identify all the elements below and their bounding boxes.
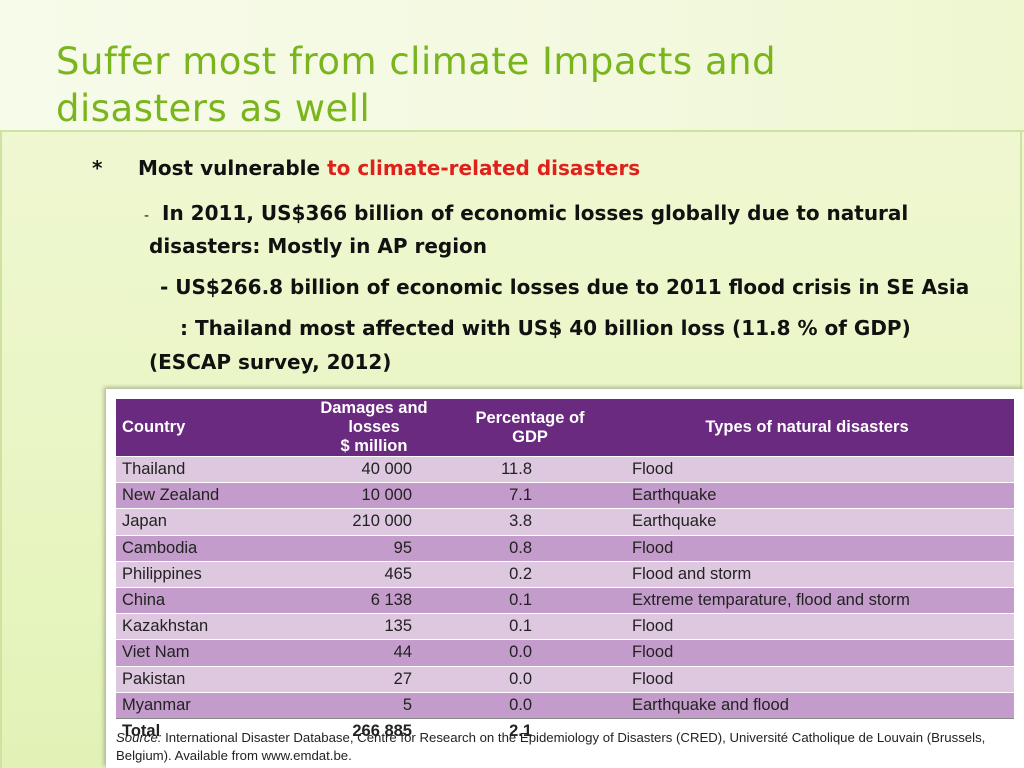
- table-row: Kazakhstan 135 0.1 Flood: [116, 613, 1014, 640]
- cell-damages: 210 000: [288, 508, 460, 536]
- sub-bullet-1-dash: -: [144, 208, 150, 224]
- cell-country: Kazakhstan: [116, 613, 288, 640]
- cell-country: Thailand: [116, 455, 288, 483]
- cell-country: Myanmar: [116, 691, 288, 719]
- cell-types: Earthquake: [600, 508, 1014, 536]
- sub-bullet-3-line1: : Thailand most affected with US$ 40 bil…: [180, 316, 911, 340]
- table-row: Thailand 40 000 11.8 Flood: [116, 455, 1014, 483]
- cell-damages: 27: [288, 665, 460, 693]
- cell-damages: 95: [288, 534, 460, 562]
- table-row: Pakistan 27 0.0 Flood: [116, 665, 1014, 693]
- cell-types: Flood and storm: [600, 560, 1014, 588]
- table-header-row: Country Damages and losses $ million Per…: [116, 399, 1014, 457]
- sub-bullet-1-line2: disasters: Mostly in AP region: [149, 234, 488, 258]
- sub-bullet-3-line2: (ESCAP survey, 2012): [149, 350, 392, 374]
- cell-percentage: 11.8: [460, 455, 600, 483]
- header-country: Country: [122, 418, 186, 436]
- main-bullet-text: Most vulnerable: [138, 156, 328, 180]
- table-row: Viet Nam 44 0.0 Flood: [116, 639, 1014, 666]
- header-percentage-line2: GDP: [512, 427, 548, 446]
- total-types-empty: [600, 717, 1014, 745]
- cell-country: Cambodia: [116, 534, 288, 562]
- main-bullet-highlight: to climate-related disasters: [327, 156, 641, 180]
- table-row: Philippines 465 0.2 Flood and storm: [116, 560, 1014, 588]
- cell-types: Earthquake and flood: [600, 691, 1014, 719]
- cell-country: Viet Nam: [116, 639, 288, 666]
- cell-percentage: 0.1: [460, 586, 600, 614]
- cell-country: Japan: [116, 508, 288, 536]
- header-types: Types of natural disasters: [705, 418, 909, 436]
- cell-damages: 6 138: [288, 586, 460, 614]
- cell-types: Flood: [600, 613, 1014, 640]
- cell-percentage: 0.0: [460, 665, 600, 693]
- cell-country: China: [116, 586, 288, 614]
- table-row: Cambodia 95 0.8 Flood: [116, 534, 1014, 562]
- cell-percentage: 7.1: [460, 482, 600, 509]
- cell-damages: 10 000: [288, 482, 460, 509]
- table-row: Myanmar 5 0.0 Earthquake and flood: [116, 691, 1014, 719]
- total-damages: 266 885: [288, 717, 460, 745]
- main-bullet: Most vulnerable to climate-related disas…: [138, 156, 640, 180]
- header-damages-line2: $ million: [340, 437, 408, 455]
- cell-percentage: 0.2: [460, 560, 600, 588]
- header-percentage: Percentage of GDP: [460, 399, 600, 457]
- sub-bullet-1: - In 2011, US$366 billion of economic lo…: [144, 201, 908, 225]
- cell-damages: 5: [288, 691, 460, 719]
- table-row: China 6 138 0.1 Extreme temparature, flo…: [116, 586, 1014, 614]
- cell-types: Earthquake: [600, 482, 1014, 509]
- total-label: Total: [116, 717, 288, 745]
- cell-damages: 465: [288, 560, 460, 588]
- header-percentage-line1: Percentage of: [475, 408, 585, 427]
- cell-damages: 135: [288, 613, 460, 640]
- cell-percentage: 3.8: [460, 508, 600, 536]
- cell-types: Flood: [600, 534, 1014, 562]
- main-bullet-marker: *: [92, 156, 103, 180]
- slide-title: Suffer most from climate Impacts and dis…: [56, 38, 956, 132]
- header-damages: Damages and losses $ million: [288, 399, 460, 457]
- cell-damages: 44: [288, 639, 460, 666]
- cell-damages: 40 000: [288, 455, 460, 483]
- source-text: International Disaster Database, Centre …: [116, 730, 986, 763]
- cell-percentage: 0.0: [460, 691, 600, 719]
- slide-title-line2: disasters as well: [56, 87, 371, 130]
- cell-percentage: 0.8: [460, 534, 600, 562]
- cell-types: Flood: [600, 455, 1014, 483]
- disaster-losses-table: Country Damages and losses $ million Per…: [116, 399, 1014, 745]
- table-row: New Zealand 10 000 7.1 Earthquake: [116, 482, 1014, 509]
- cell-percentage: 0.0: [460, 639, 600, 666]
- cell-percentage: 0.1: [460, 613, 600, 640]
- cell-types: Flood: [600, 639, 1014, 666]
- source-label: Source:: [116, 730, 162, 745]
- cell-types: Flood: [600, 665, 1014, 693]
- sub-bullet-1-line1: In 2011, US$366 billion of economic loss…: [162, 201, 909, 225]
- slide-title-line1: Suffer most from climate Impacts and: [56, 40, 777, 83]
- header-damages-line1: Damages and losses: [320, 399, 428, 436]
- sub-bullet-2: - US$266.8 billion of economic losses du…: [160, 275, 970, 299]
- total-percentage: 2.1: [460, 717, 600, 745]
- cell-types: Extreme temparature, flood and storm: [600, 586, 1014, 614]
- cell-country: Philippines: [116, 560, 288, 588]
- table-total-row: Total 266 885 2.1: [116, 717, 1014, 745]
- disaster-table-panel: Country Damages and losses $ million Per…: [106, 389, 1024, 768]
- cell-country: New Zealand: [116, 482, 288, 509]
- cell-country: Pakistan: [116, 665, 288, 693]
- table-row: Japan 210 000 3.8 Earthquake: [116, 508, 1014, 536]
- title-bar: Suffer most from climate Impacts and dis…: [0, 0, 1024, 132]
- table-source-note: Source: International Disaster Database,…: [116, 729, 1016, 765]
